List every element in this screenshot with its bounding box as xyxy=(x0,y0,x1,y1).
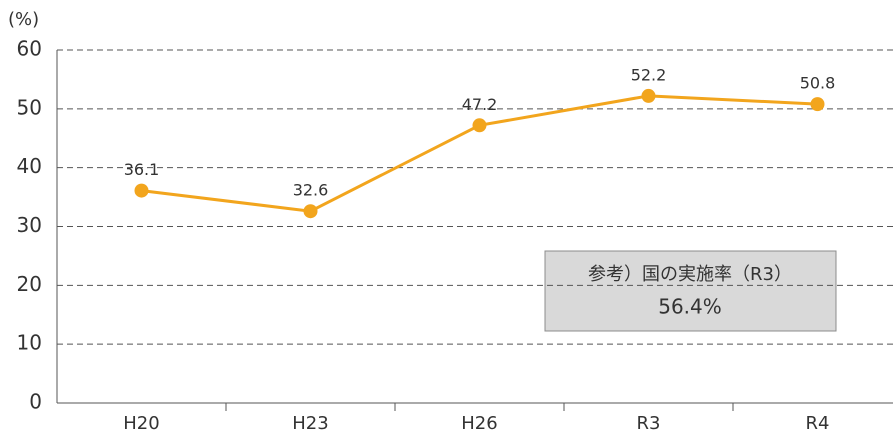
point xyxy=(134,183,149,198)
data-label: 47.2 xyxy=(462,95,498,114)
data-label: 50.8 xyxy=(800,74,836,93)
data-label: 52.2 xyxy=(631,65,667,84)
point xyxy=(472,118,487,133)
y-tick-label: 50 xyxy=(17,95,42,119)
y-tick-label: 10 xyxy=(17,331,42,355)
data-label: 36.1 xyxy=(124,160,160,179)
data-label: 32.6 xyxy=(293,181,329,200)
y-tick-label: 20 xyxy=(17,272,42,296)
y-tick-label: 40 xyxy=(17,154,42,178)
y-tick-label: 60 xyxy=(17,37,42,61)
y-tick-label: 0 xyxy=(29,390,42,414)
x-tick-label: H20 xyxy=(123,413,159,434)
x-tick-label: H23 xyxy=(292,413,328,434)
x-tick-label: R3 xyxy=(637,413,661,434)
x-tick-label: R4 xyxy=(806,413,830,434)
point xyxy=(641,88,656,103)
x-tick-label: H26 xyxy=(461,413,497,434)
y-tick-label: 30 xyxy=(17,213,42,237)
point xyxy=(303,204,318,219)
point xyxy=(810,97,825,112)
annotation-box xyxy=(544,250,837,332)
y-axis-label: (%) xyxy=(8,9,39,30)
annotation-text: 56.4% xyxy=(658,295,722,319)
annotation-text: 参考）国の実施率（R3） xyxy=(588,264,792,285)
